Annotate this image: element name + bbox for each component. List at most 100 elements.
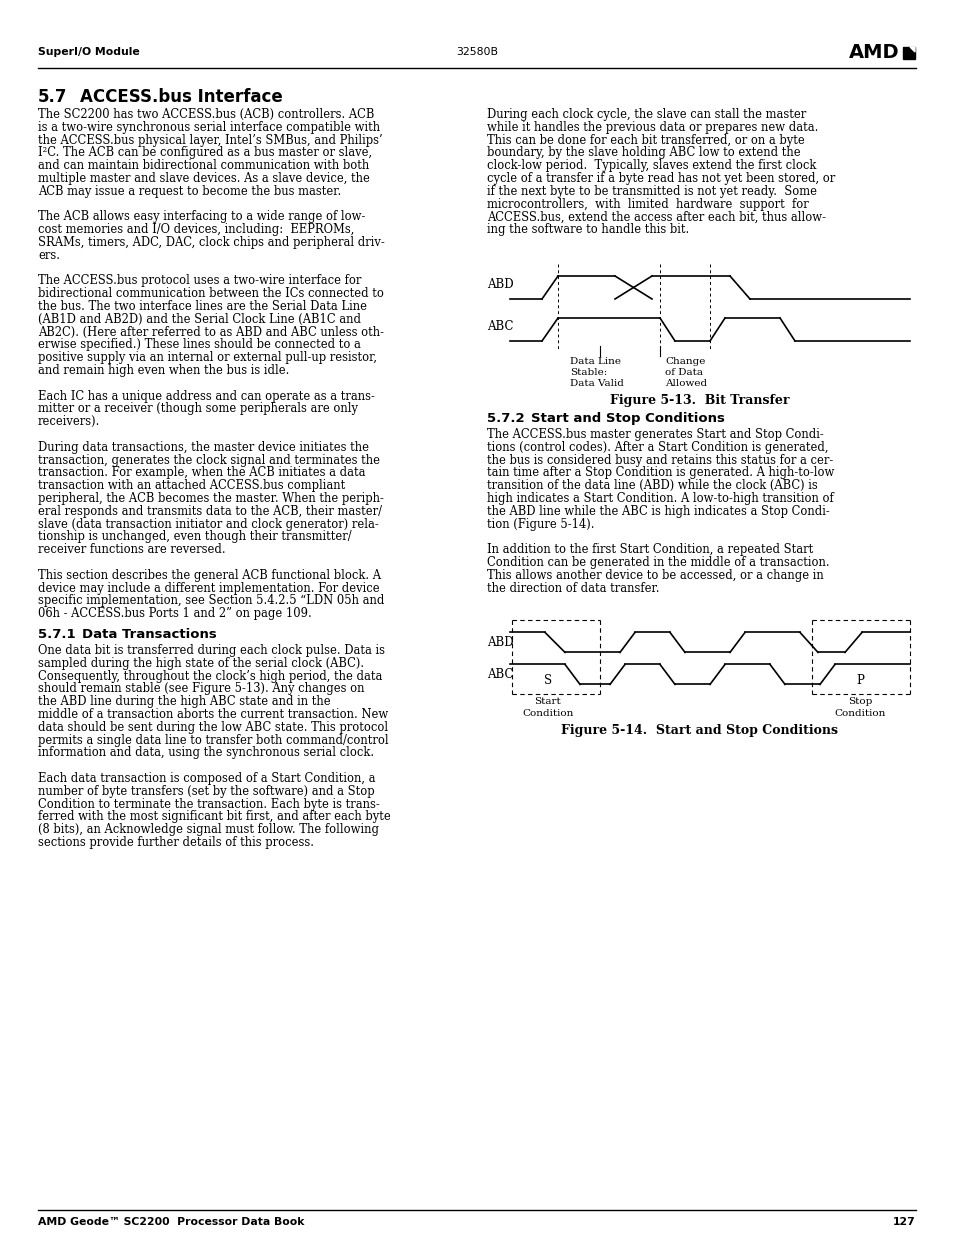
Text: (AB1D and AB2D) and the Serial Clock Line (AB1C and: (AB1D and AB2D) and the Serial Clock Lin…	[38, 312, 360, 326]
Text: Each data transaction is composed of a Start Condition, a: Each data transaction is composed of a S…	[38, 772, 375, 785]
Text: while it handles the previous data or prepares new data.: while it handles the previous data or pr…	[486, 121, 818, 133]
Text: the bus is considered busy and retains this status for a cer-: the bus is considered busy and retains t…	[486, 453, 832, 467]
Text: is a two-wire synchronous serial interface compatible with: is a two-wire synchronous serial interfa…	[38, 121, 379, 133]
Text: ABC: ABC	[486, 668, 513, 680]
Text: sampled during the high state of the serial clock (ABC).: sampled during the high state of the ser…	[38, 657, 364, 669]
Text: This section describes the general ACB functional block. A: This section describes the general ACB f…	[38, 569, 380, 582]
Text: should remain stable (see Figure 5-13). Any changes on: should remain stable (see Figure 5-13). …	[38, 683, 364, 695]
Text: data should be sent during the low ABC state. This protocol: data should be sent during the low ABC s…	[38, 721, 388, 734]
Text: tions (control codes). After a Start Condition is generated,: tions (control codes). After a Start Con…	[486, 441, 827, 453]
Text: One data bit is transferred during each clock pulse. Data is: One data bit is transferred during each …	[38, 643, 385, 657]
Text: The ACCESS.bus protocol uses a two-wire interface for: The ACCESS.bus protocol uses a two-wire …	[38, 274, 361, 288]
Text: multiple master and slave devices. As a slave device, the: multiple master and slave devices. As a …	[38, 172, 370, 185]
Text: transition of the data line (ABD) while the clock (ABC) is: transition of the data line (ABD) while …	[486, 479, 817, 493]
Text: Condition can be generated in the middle of a transaction.: Condition can be generated in the middle…	[486, 556, 829, 569]
Text: 32580B: 32580B	[456, 47, 497, 57]
Text: ACB may issue a request to become the bus master.: ACB may issue a request to become the bu…	[38, 185, 341, 198]
Text: sections provide further details of this process.: sections provide further details of this…	[38, 836, 314, 848]
Text: Figure 5-14.  Start and Stop Conditions: Figure 5-14. Start and Stop Conditions	[561, 725, 838, 737]
Text: 127: 127	[892, 1216, 915, 1228]
Text: tionship is unchanged, even though their transmitter/: tionship is unchanged, even though their…	[38, 530, 352, 543]
Text: The SC2200 has two ACCESS.bus (ACB) controllers. ACB: The SC2200 has two ACCESS.bus (ACB) cont…	[38, 107, 374, 121]
Text: the ACCESS.bus physical layer, Intel’s SMBus, and Philips’: the ACCESS.bus physical layer, Intel’s S…	[38, 133, 382, 147]
Text: S: S	[543, 674, 552, 687]
Text: Allowed: Allowed	[664, 379, 706, 388]
Text: bidirectional communication between the ICs connected to: bidirectional communication between the …	[38, 288, 383, 300]
Text: eral responds and transmits data to the ACB, their master/: eral responds and transmits data to the …	[38, 505, 381, 517]
Text: 5.7.1: 5.7.1	[38, 629, 75, 641]
Text: Data Transactions: Data Transactions	[82, 629, 216, 641]
Text: transaction. For example, when the ACB initiates a data: transaction. For example, when the ACB i…	[38, 467, 365, 479]
Text: Stop: Stop	[847, 698, 871, 706]
Text: SRAMs, timers, ADC, DAC, clock chips and peripheral driv-: SRAMs, timers, ADC, DAC, clock chips and…	[38, 236, 384, 249]
Text: The ACCESS.bus master generates Start and Stop Condi-: The ACCESS.bus master generates Start an…	[486, 429, 822, 441]
Text: information and data, using the synchronous serial clock.: information and data, using the synchron…	[38, 746, 374, 760]
Text: Stable:: Stable:	[569, 368, 607, 377]
Text: Data Valid: Data Valid	[569, 379, 623, 388]
Text: Figure 5-13.  Bit Transfer: Figure 5-13. Bit Transfer	[610, 394, 789, 408]
Text: of Data: of Data	[664, 368, 702, 377]
Text: ing the software to handle this bit.: ing the software to handle this bit.	[486, 224, 688, 236]
Text: SuperI/O Module: SuperI/O Module	[38, 47, 139, 57]
Text: Data Line: Data Line	[569, 357, 620, 366]
Text: 06h - ACCESS.bus Ports 1 and 2” on page 109.: 06h - ACCESS.bus Ports 1 and 2” on page …	[38, 608, 312, 620]
Text: ACCESS.bus Interface: ACCESS.bus Interface	[80, 88, 282, 106]
Text: and can maintain bidirectional communication with both: and can maintain bidirectional communica…	[38, 159, 369, 172]
Text: the ABD line while the ABC is high indicates a Stop Condi-: the ABD line while the ABC is high indic…	[486, 505, 829, 517]
Text: and remain high even when the bus is idle.: and remain high even when the bus is idl…	[38, 364, 289, 377]
Polygon shape	[902, 47, 914, 59]
Text: the bus. The two interface lines are the Serial Data Line: the bus. The two interface lines are the…	[38, 300, 367, 312]
Text: I²C. The ACB can be configured as a bus master or slave,: I²C. The ACB can be configured as a bus …	[38, 147, 372, 159]
Text: Change: Change	[664, 357, 704, 366]
Text: receivers).: receivers).	[38, 415, 100, 429]
Text: ABD: ABD	[486, 636, 513, 648]
Text: (8 bits), an Acknowledge signal must follow. The following: (8 bits), an Acknowledge signal must fol…	[38, 824, 378, 836]
Text: transaction, generates the clock signal and terminates the: transaction, generates the clock signal …	[38, 453, 379, 467]
Text: tain time after a Stop Condition is generated. A high-to-low: tain time after a Stop Condition is gene…	[486, 467, 834, 479]
Text: number of byte transfers (set by the software) and a Stop: number of byte transfers (set by the sof…	[38, 784, 375, 798]
Text: Start and Stop Conditions: Start and Stop Conditions	[531, 412, 724, 425]
Text: 5.7: 5.7	[38, 88, 68, 106]
Text: high indicates a Start Condition. A low-to-high transition of: high indicates a Start Condition. A low-…	[486, 492, 833, 505]
Text: ABD: ABD	[486, 278, 513, 290]
Text: receiver functions are reversed.: receiver functions are reversed.	[38, 543, 226, 556]
Text: Condition: Condition	[834, 709, 884, 719]
Text: ACCESS.bus, extend the access after each bit, thus allow-: ACCESS.bus, extend the access after each…	[486, 210, 825, 224]
Text: boundary, by the slave holding ABC low to extend the: boundary, by the slave holding ABC low t…	[486, 147, 800, 159]
Text: middle of a transaction aborts the current transaction. New: middle of a transaction aborts the curre…	[38, 708, 388, 721]
Text: 5.7.2: 5.7.2	[486, 412, 524, 425]
Text: AMD: AMD	[848, 43, 899, 63]
Text: microcontrollers,  with  limited  hardware  support  for: microcontrollers, with limited hardware …	[486, 198, 808, 211]
Text: if the next byte to be transmitted is not yet ready.  Some: if the next byte to be transmitted is no…	[486, 185, 816, 198]
Text: the ABD line during the high ABC state and in the: the ABD line during the high ABC state a…	[38, 695, 331, 708]
Polygon shape	[909, 47, 914, 52]
Text: This can be done for each bit transferred, or on a byte: This can be done for each bit transferre…	[486, 133, 804, 147]
Text: tion (Figure 5-14).: tion (Figure 5-14).	[486, 517, 594, 531]
Text: ferred with the most significant bit first, and after each byte: ferred with the most significant bit fir…	[38, 810, 391, 824]
Text: erwise specified.) These lines should be connected to a: erwise specified.) These lines should be…	[38, 338, 360, 352]
Text: peripheral, the ACB becomes the master. When the periph-: peripheral, the ACB becomes the master. …	[38, 492, 383, 505]
Text: transaction with an attached ACCESS.bus compliant: transaction with an attached ACCESS.bus …	[38, 479, 345, 493]
Text: device may include a different implementation. For device: device may include a different implement…	[38, 582, 379, 594]
Text: Condition: Condition	[521, 709, 573, 719]
Text: This allows another device to be accessed, or a change in: This allows another device to be accesse…	[486, 569, 822, 582]
Text: Condition to terminate the transaction. Each byte is trans-: Condition to terminate the transaction. …	[38, 798, 379, 810]
Text: specific implementation, see Section 5.4.2.5 “LDN 05h and: specific implementation, see Section 5.4…	[38, 594, 384, 608]
Text: Consequently, throughout the clock’s high period, the data: Consequently, throughout the clock’s hig…	[38, 669, 382, 683]
Text: During each clock cycle, the slave can stall the master: During each clock cycle, the slave can s…	[486, 107, 805, 121]
Text: cost memories and I/O devices, including:  EEPROMs,: cost memories and I/O devices, including…	[38, 224, 354, 236]
Text: mitter or a receiver (though some peripherals are only: mitter or a receiver (though some periph…	[38, 403, 357, 415]
Text: In addition to the first Start Condition, a repeated Start: In addition to the first Start Condition…	[486, 543, 812, 556]
Text: P: P	[855, 674, 863, 687]
Text: clock-low period.  Typically, slaves extend the first clock: clock-low period. Typically, slaves exte…	[486, 159, 816, 172]
Text: permits a single data line to transfer both command/control: permits a single data line to transfer b…	[38, 734, 388, 747]
Text: positive supply via an internal or external pull-up resistor,: positive supply via an internal or exter…	[38, 351, 376, 364]
Text: AB2C). (Here after referred to as ABD and ABC unless oth-: AB2C). (Here after referred to as ABD an…	[38, 326, 384, 338]
Text: The ACB allows easy interfacing to a wide range of low-: The ACB allows easy interfacing to a wid…	[38, 210, 365, 224]
Text: Each IC has a unique address and can operate as a trans-: Each IC has a unique address and can ope…	[38, 389, 375, 403]
Text: the direction of data transfer.: the direction of data transfer.	[486, 582, 659, 594]
Text: slave (data transaction initiator and clock generator) rela-: slave (data transaction initiator and cl…	[38, 517, 378, 531]
Text: AMD Geode™ SC2200  Processor Data Book: AMD Geode™ SC2200 Processor Data Book	[38, 1216, 304, 1228]
Text: ABC: ABC	[486, 320, 513, 332]
Text: ers.: ers.	[38, 248, 60, 262]
